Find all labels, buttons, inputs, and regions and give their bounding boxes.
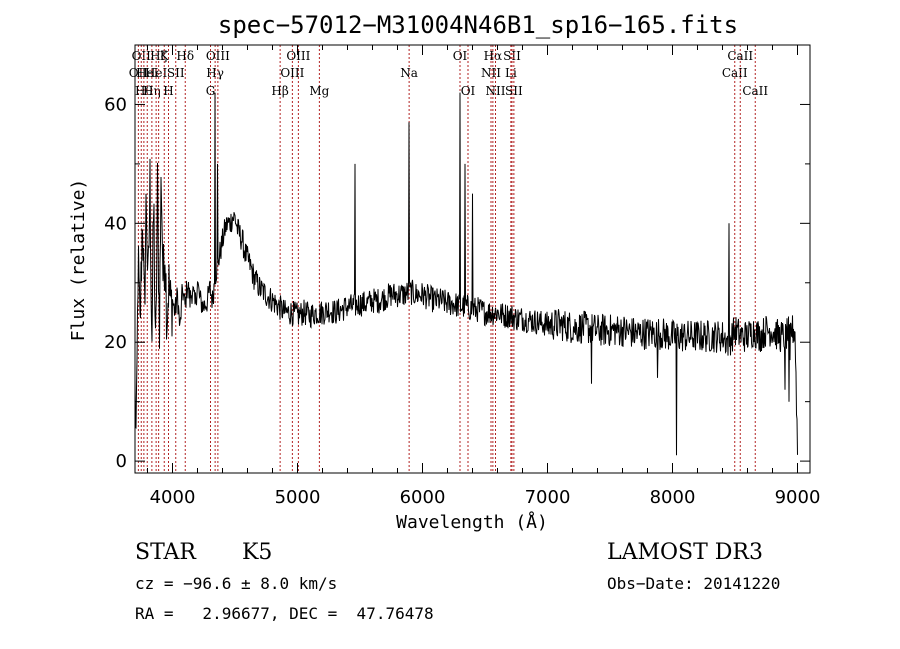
- y-tick-label: 0: [116, 451, 127, 472]
- line-marker-label: NII: [481, 66, 501, 80]
- line-marker-label: Hθ: [135, 84, 153, 98]
- x-tick-label: 6000: [400, 487, 446, 508]
- y-tick-label: 40: [104, 213, 127, 234]
- emission-line-markers: OIIOIIHθHeIHηHeIHζKHSIIHδGHγOIIIHβOIIIOI…: [129, 45, 768, 473]
- spectrum-line: [134, 92, 798, 456]
- redshift-velocity: cz = −96.6 ± 8.0 km/s: [135, 574, 338, 593]
- x-tick-label: 4000: [150, 487, 196, 508]
- observation-date: Obs−Date: 20141220: [607, 574, 781, 593]
- object-class: STAR: [135, 540, 196, 565]
- y-tick-label: 20: [104, 332, 127, 353]
- line-marker-label: Li: [505, 66, 517, 80]
- line-marker-label: Hη: [143, 84, 161, 98]
- x-axis-ticks: 4000 5000 6000 7000 8000 9000: [147, 45, 821, 508]
- line-marker-label: HeI: [136, 66, 159, 80]
- survey-name: LAMOST DR3: [607, 540, 763, 565]
- line-marker-label: OIII: [286, 49, 310, 63]
- line-marker-label: K: [160, 49, 170, 63]
- line-marker-label: Na: [400, 66, 418, 80]
- line-marker-label: Hα: [484, 49, 503, 63]
- x-axis-label: Wavelength (Å): [396, 511, 548, 533]
- y-axis-ticks: 0 20 40 60: [104, 94, 810, 472]
- line-marker-label: OIII: [206, 49, 230, 63]
- x-tick-label: 7000: [525, 487, 571, 508]
- line-marker-label: SII: [167, 66, 185, 80]
- line-marker-label: CaII: [727, 49, 753, 63]
- x-tick-label: 8000: [650, 487, 696, 508]
- line-marker-label: CaII: [722, 66, 748, 80]
- object-subclass: K5: [242, 540, 273, 565]
- line-marker-label: H: [163, 84, 173, 98]
- line-marker-label: Hγ: [206, 66, 224, 80]
- x-tick-label: 5000: [275, 487, 321, 508]
- line-marker-label: CaII: [742, 84, 768, 98]
- line-marker-label: OII: [132, 49, 152, 63]
- line-marker-label: OIII: [280, 66, 304, 80]
- y-tick-label: 60: [104, 94, 127, 115]
- chart-title: spec−57012−M31004N46B1_sp16−165.fits: [218, 11, 738, 39]
- line-marker-label: Mg: [309, 84, 329, 98]
- line-marker-label: NII: [486, 84, 506, 98]
- line-marker-label: HeI: [145, 66, 168, 80]
- line-marker-label: SII: [503, 49, 521, 63]
- x-tick-label: 9000: [775, 487, 821, 508]
- line-marker-label: OI: [461, 84, 476, 98]
- y-axis-label: Flux (relative): [68, 179, 89, 342]
- line-marker-label: Hζ: [150, 49, 167, 63]
- line-marker-label: SII: [505, 84, 523, 98]
- coordinates: RA = 2.96677, DEC = 47.76478: [135, 604, 434, 623]
- line-marker-label: Hβ: [271, 84, 288, 98]
- line-marker-label: OI: [453, 49, 468, 63]
- line-marker-label: Hδ: [176, 49, 194, 63]
- line-marker-label: G: [206, 84, 216, 98]
